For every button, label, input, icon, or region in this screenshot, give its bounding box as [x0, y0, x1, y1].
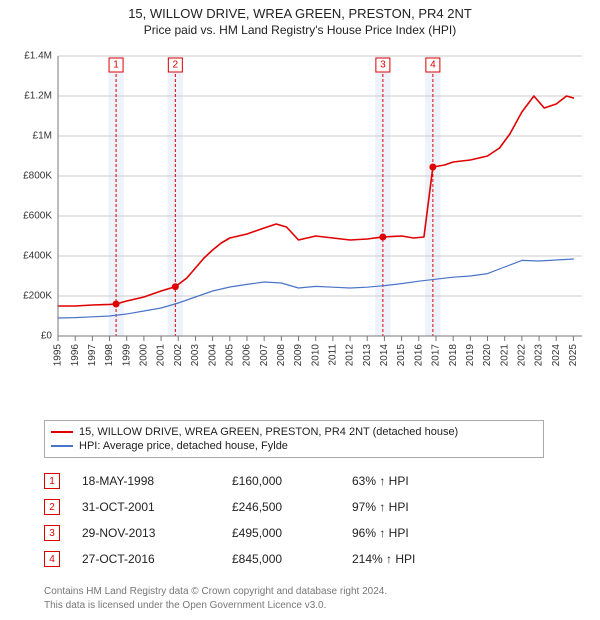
x-tick-label: 2005 — [224, 344, 235, 367]
sale-marker-number: 1 — [113, 60, 119, 71]
sale-row-date: 31-OCT-2001 — [82, 500, 232, 514]
y-tick-label: £200K — [23, 291, 52, 302]
x-tick-label: 2002 — [173, 344, 184, 367]
sale-marker-number: 2 — [173, 60, 179, 71]
x-tick-label: 2018 — [448, 344, 459, 367]
x-tick-label: 2007 — [259, 344, 270, 367]
sale-row-pct: 97% ↑ HPI — [352, 500, 462, 514]
y-tick-label: £400K — [23, 251, 52, 262]
y-grid — [58, 56, 582, 336]
x-tick-label: 2015 — [396, 344, 407, 367]
y-tick-label: £800K — [23, 171, 52, 182]
sale-row-price: £160,000 — [232, 474, 352, 488]
legend-item: 15, WILLOW DRIVE, WREA GREEN, PRESTON, P… — [51, 425, 537, 439]
x-tick-label: 2000 — [139, 344, 150, 367]
legend-swatch — [51, 431, 73, 433]
x-tick-label: 2019 — [465, 344, 476, 367]
legend-box: 15, WILLOW DRIVE, WREA GREEN, PRESTON, P… — [44, 420, 544, 458]
footer-text: Contains HM Land Registry data © Crown c… — [44, 585, 387, 612]
legend-label: HPI: Average price, detached house, Fyld… — [79, 440, 288, 452]
sale-row-pct: 63% ↑ HPI — [352, 474, 462, 488]
x-tick-label: 1999 — [121, 344, 132, 367]
chart-container: { "title": "15, WILLOW DRIVE, WREA GREEN… — [0, 0, 600, 620]
y-tick-label: £1.2M — [24, 91, 52, 102]
sale-row-marker: 2 — [44, 499, 60, 515]
x-tick-label: 2001 — [156, 344, 167, 367]
chart-svg: £0 £200K £400K £600K £800K £1M £1.2M £1.4M 1995 1… — [10, 46, 590, 406]
sales-row: 3 29-NOV-2013£495,00096% ↑ HPI — [44, 520, 462, 546]
legend-label: 15, WILLOW DRIVE, WREA GREEN, PRESTON, P… — [79, 426, 458, 438]
x-tick-label: 2013 — [362, 344, 373, 367]
chart-subtitle: Price paid vs. HM Land Registry's House … — [0, 21, 600, 41]
x-tick-label: 2021 — [499, 344, 510, 367]
x-tick-label: 2003 — [190, 344, 201, 367]
x-tick-label: 2024 — [551, 344, 562, 367]
x-tick-label: 1997 — [87, 344, 98, 367]
y-tick-label: £1.4M — [24, 51, 52, 62]
x-tick-label: 2022 — [517, 344, 528, 367]
sale-row-date: 27-OCT-2016 — [82, 552, 232, 566]
x-tick-label: 1998 — [104, 344, 115, 367]
chart-plot-area: £0 £200K £400K £600K £800K £1M £1.2M £1.4M 1995 1… — [10, 46, 590, 406]
sale-row-price: £495,000 — [232, 526, 352, 540]
x-tick-label: 2004 — [207, 344, 218, 367]
x-tick-label: 2023 — [534, 344, 545, 367]
x-tick-label: 2014 — [379, 344, 390, 367]
legend-swatch — [51, 445, 73, 447]
sales-table: 1 18-MAY-1998£160,00063% ↑ HPI 2 31-OCT-200… — [44, 468, 462, 572]
sale-row-marker: 1 — [44, 473, 60, 489]
sale-row-marker: 4 — [44, 551, 60, 567]
x-tick-label: 2016 — [413, 344, 424, 367]
y-tick-label: £1M — [33, 131, 52, 142]
sale-marker-number: 3 — [380, 60, 386, 71]
y-tick-label: £0 — [41, 331, 53, 342]
x-tick-label: 1995 — [53, 344, 64, 367]
x-tick-label: 1996 — [70, 344, 81, 367]
sales-row: 2 31-OCT-2001£246,50097% ↑ HPI — [44, 494, 462, 520]
legend-item: HPI: Average price, detached house, Fyld… — [51, 439, 537, 453]
sales-row: 4 27-OCT-2016£845,000214% ↑ HPI — [44, 546, 462, 572]
x-tick-label: 2020 — [482, 344, 493, 367]
sale-row-price: £845,000 — [232, 552, 352, 566]
series-hpi — [58, 259, 573, 318]
sale-row-date: 18-MAY-1998 — [82, 474, 232, 488]
sale-row-price: £246,500 — [232, 500, 352, 514]
x-tick-label: 2009 — [293, 344, 304, 367]
x-tick-label: 2011 — [328, 344, 339, 366]
x-tick-label: 2017 — [431, 344, 442, 367]
x-tick-label: 2008 — [276, 344, 287, 367]
sale-row-pct: 96% ↑ HPI — [352, 526, 462, 540]
y-tick-label: £600K — [23, 211, 52, 222]
footer-line-2: This data is licensed under the Open Gov… — [44, 599, 387, 613]
sale-row-pct: 214% ↑ HPI — [352, 552, 462, 566]
sale-row-date: 29-NOV-2013 — [82, 526, 232, 540]
series-price_paid — [58, 96, 573, 306]
footer-line-1: Contains HM Land Registry data © Crown c… — [44, 585, 387, 599]
x-tick-label: 2010 — [310, 344, 321, 367]
sales-row: 1 18-MAY-1998£160,00063% ↑ HPI — [44, 468, 462, 494]
sale-row-marker: 3 — [44, 525, 60, 541]
x-tick-label: 2006 — [242, 344, 253, 367]
x-tick-label: 2012 — [345, 344, 356, 367]
chart-title: 15, WILLOW DRIVE, WREA GREEN, PRESTON, P… — [0, 0, 600, 21]
x-tick-label: 2025 — [568, 344, 579, 367]
sale-marker-number: 4 — [430, 60, 436, 71]
